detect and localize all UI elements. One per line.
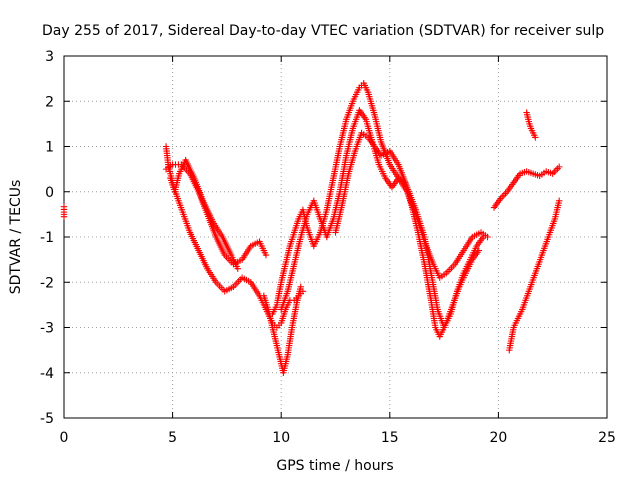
data-point [556, 197, 563, 204]
x-tick-labels: 0 5 10 15 20 25 [60, 430, 616, 446]
y-tick-label: -4 [40, 366, 54, 382]
chart-grid [64, 56, 607, 418]
axis-ticks [63, 55, 608, 419]
data-point [60, 213, 68, 220]
y-tick-label: 1 [45, 140, 54, 156]
x-tick-label: 15 [381, 430, 399, 446]
data-point [297, 283, 304, 290]
data-point [556, 163, 563, 171]
data-point [479, 233, 487, 241]
x-tick-label: 20 [489, 430, 507, 446]
x-tick-label: 10 [272, 430, 290, 446]
y-tick-label: 0 [45, 185, 54, 201]
x-tick-label: 5 [168, 430, 177, 446]
data-points [60, 79, 563, 376]
y-tick-label: -5 [40, 411, 54, 427]
y-tick-label: 3 [45, 49, 54, 65]
x-tick-label: 25 [598, 430, 616, 446]
plot-frame [63, 55, 608, 419]
x-axis-label: GPS time / hours [276, 458, 393, 474]
y-tick-label: 2 [45, 94, 54, 110]
y-tick-label: -1 [40, 230, 54, 246]
x-tick-label: 0 [60, 430, 69, 446]
y-tick-label: -2 [40, 275, 54, 291]
chart-title: Day 255 of 2017, Sidereal Day-to-day VTE… [42, 23, 604, 39]
data-point [532, 134, 539, 141]
data-point [234, 265, 241, 272]
y-tick-label: -3 [40, 321, 54, 337]
y-axis-label: SDTVAR / TECUs [8, 180, 24, 295]
data-point [262, 251, 270, 259]
y-tick-labels: 3 2 1 0 -1 -2 -3 -4 -5 [40, 49, 54, 427]
